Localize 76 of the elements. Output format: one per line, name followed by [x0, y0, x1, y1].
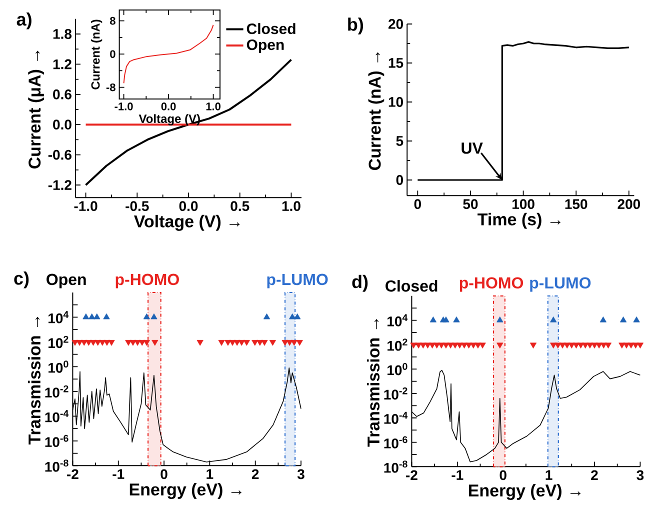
x-tick-label: 1.0: [282, 201, 300, 212]
y-axis-title: Current (nA) →: [368, 52, 384, 170]
y-axis-title: Transmission →: [28, 316, 41, 445]
x-tick-label: 1.0: [206, 102, 220, 110]
x-tick-label: 2: [591, 470, 598, 480]
x-tick-label: -0.5: [126, 201, 149, 212]
x-tick-label: 0.0: [179, 201, 198, 212]
x-tick-label: 1: [206, 469, 214, 479]
x-tick-label: 0.5: [230, 201, 250, 212]
y-tick-label: 10$^{0}$: [388, 362, 408, 376]
text: a): [16, 12, 32, 30]
band-label: p-LUMO: [267, 274, 328, 288]
y-tick-label: 20: [388, 19, 403, 29]
x-tick-label: -2: [67, 469, 78, 479]
y-tick-label: 10$^{-2}$: [45, 385, 68, 398]
y-axis-title: Transmission →: [367, 319, 380, 447]
y-axis-title: Current (nA): [90, 20, 102, 90]
x-tick-label: 0: [500, 470, 506, 480]
y-tick-label: 10$^{0}$: [48, 360, 68, 373]
band-label: p-HOMO: [116, 274, 179, 288]
band-label: p-LUMO: [530, 277, 591, 292]
y-tick-label: 10$^{4}$: [388, 314, 408, 326]
chart-title: Closed: [386, 280, 438, 292]
x-tick-label: 50: [463, 199, 478, 210]
y-axis-title: Current (μA) →: [28, 50, 44, 168]
x-tick-label: -1: [112, 469, 124, 479]
x-tick-label: -1: [452, 470, 464, 480]
y-tick-label: 10$^{-6}$: [384, 436, 408, 448]
x-axis-title: Time (s) →: [478, 212, 560, 229]
text: b): [348, 18, 364, 34]
y-tick-label: 5: [396, 136, 404, 146]
y-tick-label: 10$^{-4}$: [384, 412, 408, 424]
x-tick-label: 3: [636, 470, 644, 480]
y-tick-label: 0: [110, 50, 116, 58]
text: c): [14, 272, 29, 288]
y-tick-label: 10$^{-2}$: [384, 387, 408, 400]
band-label: p-HOMO: [460, 277, 524, 292]
x-tick-label: 2: [252, 469, 259, 479]
y-tick-label: 0: [396, 175, 403, 185]
y-tick-label: 1.8: [53, 29, 72, 39]
x-axis-title: Voltage (V) →: [134, 214, 240, 231]
y-tick-label: 10: [388, 97, 403, 107]
y-tick-label: -0.6: [48, 150, 72, 160]
x-tick-label: 150: [565, 199, 588, 210]
y-tick-label: -8: [106, 83, 116, 92]
x-axis-title: Energy (eV) →: [130, 483, 242, 499]
line-series: [123, 24, 214, 84]
x-tick-label: 0.0: [161, 102, 176, 110]
x-tick-label: 0: [160, 469, 168, 480]
y-tick-label: 10$^{-8}$: [384, 460, 408, 473]
chart-title: Open: [46, 274, 86, 288]
x-tick-label: 1: [546, 470, 552, 480]
annotation: UV: [462, 142, 483, 154]
x-tick-label: -2: [406, 470, 418, 480]
legend-label: Open: [246, 39, 284, 54]
y-tick-label: 0.6: [53, 89, 72, 100]
y-tick-label: 10$^{-4}$: [45, 410, 69, 422]
y-tick-label: 10$^{2}$: [388, 338, 408, 351]
y-tick-label: 10$^{-6}$: [45, 434, 68, 448]
y-tick-label: 8: [110, 16, 116, 25]
y-tick-label: 0.0: [53, 120, 72, 130]
text: d): [352, 274, 368, 292]
y-tick-label: 1.2: [53, 59, 72, 70]
x-tick-label: 3: [297, 469, 304, 480]
legend-label: Closed: [246, 23, 296, 34]
y-tick-label: 10$^{4}$: [48, 311, 69, 324]
x-tick-label: 0: [414, 199, 421, 210]
x-tick-label: 100: [512, 199, 534, 210]
x-axis-title: Energy (eV) →: [468, 484, 581, 500]
x-tick-label: -1.0: [114, 102, 133, 110]
y-tick-label: -1.2: [48, 180, 72, 190]
x-tick-label: -1.0: [74, 201, 98, 212]
x-tick-label: 200: [618, 199, 640, 210]
y-tick-label: 15: [388, 58, 404, 68]
y-tick-label: 10$^{2}$: [48, 336, 68, 348]
y-tick-label: 10$^{-8}$: [45, 460, 68, 472]
